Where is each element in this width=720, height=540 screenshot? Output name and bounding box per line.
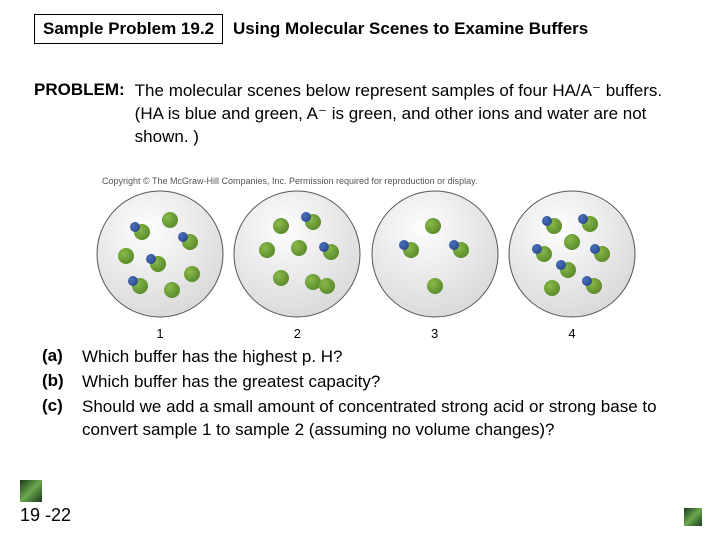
circle-number-label: 2 [233,326,361,341]
problem-block: PROBLEM: The molecular scenes below repr… [34,80,690,149]
question-row: (a)Which buffer has the highest p. H? [42,346,660,369]
decorative-square-icon [684,508,702,526]
question-label: (c) [42,396,82,416]
problem-text: The molecular scenes below represent sam… [135,80,690,149]
buffer-circle [233,190,361,318]
buffer-scene: 4 [508,190,636,341]
question-text: Should we add a small amount of concentr… [82,396,660,442]
molecular-figure: Copyright © The McGraw-Hill Companies, I… [96,176,636,341]
decorative-square-icon [20,480,42,502]
problem-label: PROBLEM: [34,80,125,100]
buffer-circle [508,190,636,318]
page-number: 19 -22 [20,505,71,526]
copyright-text: Copyright © The McGraw-Hill Companies, I… [102,176,636,186]
question-text: Which buffer has the greatest capacity? [82,371,380,394]
question-label: (b) [42,371,82,391]
question-label: (a) [42,346,82,366]
question-text: Which buffer has the highest p. H? [82,346,343,369]
circle-number-label: 4 [508,326,636,341]
buffer-scene: 2 [233,190,361,341]
buffer-circle [371,190,499,318]
question-row: (c)Should we add a small amount of conce… [42,396,660,442]
question-row: (b)Which buffer has the greatest capacit… [42,371,660,394]
circles-row: 1234 [96,190,636,341]
sample-problem-box: Sample Problem 19.2 [34,14,223,44]
header-row: Sample Problem 19.2 Using Molecular Scen… [34,14,588,44]
buffer-circle [96,190,224,318]
circle-number-label: 3 [371,326,499,341]
questions-block: (a)Which buffer has the highest p. H?(b)… [42,346,660,444]
buffer-scene: 3 [371,190,499,341]
header-title: Using Molecular Scenes to Examine Buffer… [233,19,588,39]
buffer-scene: 1 [96,190,224,341]
circle-number-label: 1 [96,326,224,341]
